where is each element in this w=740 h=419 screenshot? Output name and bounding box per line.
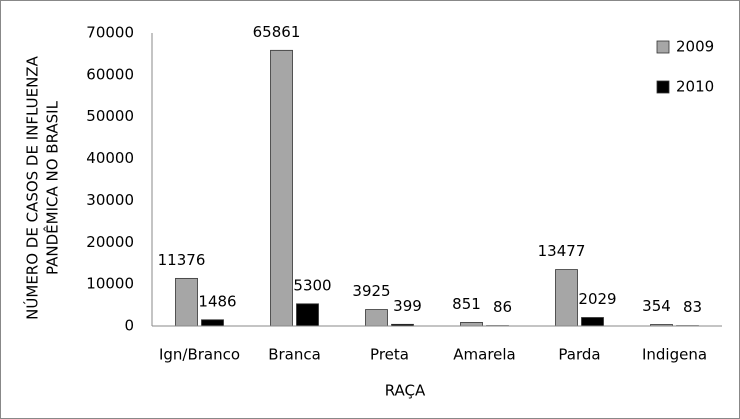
bar xyxy=(201,319,224,327)
data-label: 65861 xyxy=(253,23,301,41)
bar xyxy=(555,269,578,327)
bar xyxy=(581,317,604,327)
data-label: 3925 xyxy=(352,282,390,300)
legend-label: 2009 xyxy=(676,38,714,56)
data-label: 13477 xyxy=(538,242,586,260)
x-tick-label: Indigena xyxy=(642,346,707,364)
x-tick-label: Branca xyxy=(268,346,321,364)
data-label: 1486 xyxy=(198,292,236,310)
data-label: 83 xyxy=(683,298,702,316)
data-label: 354 xyxy=(642,297,671,315)
bar xyxy=(270,49,293,327)
x-tick-label: Amarela xyxy=(453,346,516,364)
x-axis-label: RAÇA xyxy=(385,382,426,400)
y-tick-label: 30000 xyxy=(86,191,134,209)
legend-swatch xyxy=(656,80,670,94)
data-label: 11376 xyxy=(158,251,206,269)
legend-label: 2010 xyxy=(676,78,714,96)
y-tick-label: 70000 xyxy=(86,24,134,42)
bar xyxy=(296,303,319,327)
x-tick-label: Preta xyxy=(370,346,409,364)
bar xyxy=(460,322,483,327)
legend-swatch xyxy=(656,40,670,54)
data-label: 851 xyxy=(452,295,481,313)
data-label: 86 xyxy=(493,298,512,316)
bar xyxy=(175,277,198,327)
y-tick-label: 50000 xyxy=(86,107,134,125)
y-tick-label: 40000 xyxy=(86,149,134,167)
x-tick-label: Parda xyxy=(558,346,600,364)
x-tick-label: Ign/Branco xyxy=(159,346,240,364)
data-label: 2029 xyxy=(578,290,616,308)
data-label: 399 xyxy=(393,297,422,315)
y-tick-label: 20000 xyxy=(86,233,134,251)
bar xyxy=(365,309,388,327)
y-axis-label: NÚMERO DE CASOS DE INFLUENZA xyxy=(23,55,42,319)
y-tick-label: 0 xyxy=(124,317,134,335)
y-tick-label: 60000 xyxy=(86,65,134,83)
y-tick-label: 10000 xyxy=(86,275,134,293)
data-label: 5300 xyxy=(293,276,331,294)
y-axis-label: PANDÊMICA NO BRASIL xyxy=(43,100,62,275)
